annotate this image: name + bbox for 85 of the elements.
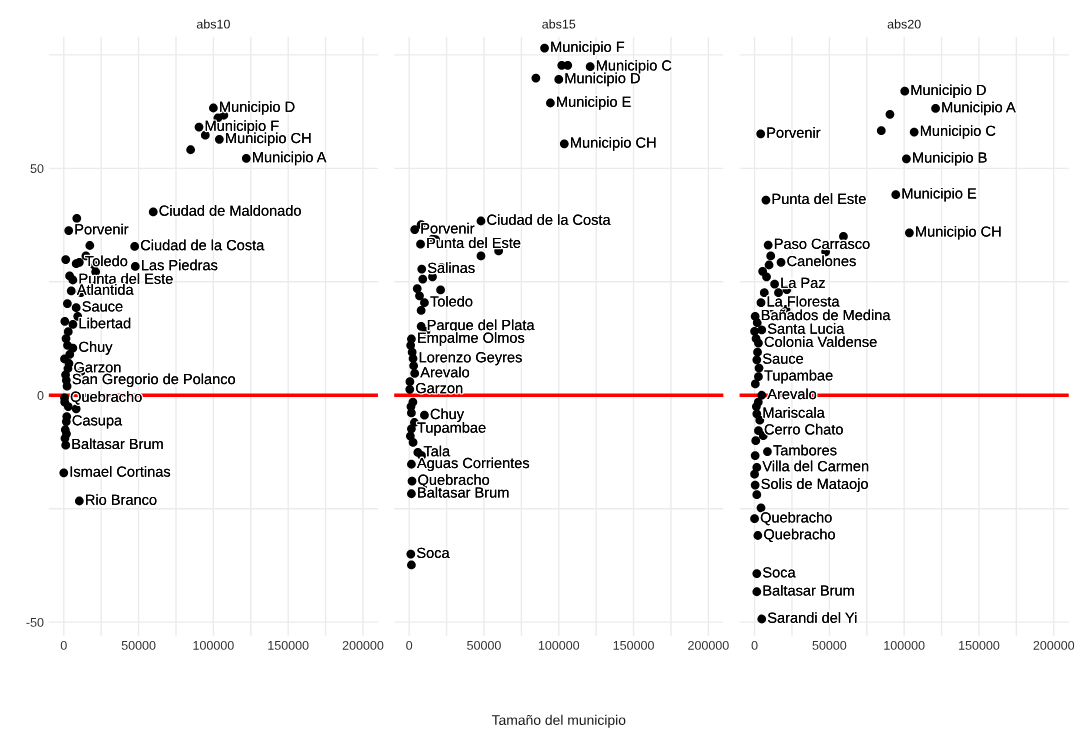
annotation: Baltasar Brum xyxy=(763,584,854,596)
annotation: Aguas Corrientes xyxy=(417,457,530,472)
annotation: Municipio C xyxy=(920,125,996,139)
chart-title: abs15 xyxy=(542,19,576,29)
annotation: Ciudad de Maldonado xyxy=(159,205,301,216)
annotation: Libertad xyxy=(79,317,131,329)
annotation: Santa Lucia xyxy=(767,323,845,334)
annotation: Sauce xyxy=(763,353,804,364)
x-axis-title: Tamaño del municipio xyxy=(491,714,626,728)
x-tick-label: 50000 xyxy=(812,640,847,650)
annotation: Municipio D xyxy=(565,72,640,87)
annotation: Toledo xyxy=(430,295,473,307)
chart-title: abs10 xyxy=(196,19,230,29)
annotation: Quebracho xyxy=(764,528,835,543)
y-tick-label: -50 xyxy=(26,617,44,627)
annotation: Municipio CH xyxy=(571,137,656,151)
x-tick-label: 150000 xyxy=(268,640,309,650)
annotation: Municipio D xyxy=(220,101,295,115)
annotation: Las Piedras xyxy=(142,259,218,271)
chart-title: abs20 xyxy=(887,19,921,29)
y-tick-label: 50 xyxy=(30,164,44,174)
annotation: Baltasar Brum xyxy=(72,438,163,450)
annotation: Tala xyxy=(423,445,451,457)
annotation: Municipio C xyxy=(596,59,672,74)
annotation: Tambores xyxy=(773,444,837,456)
x-tick-label: 0 xyxy=(406,640,413,650)
annotation: Casupa xyxy=(72,415,123,429)
annotation: Solis de Mataojo xyxy=(761,478,868,492)
x-tick-label: 150000 xyxy=(959,640,1000,650)
annotation: Garzon xyxy=(416,382,463,394)
annotation: Porvenir xyxy=(421,222,475,234)
annotation: Municipio A xyxy=(942,101,1016,116)
annotation: Municipio D xyxy=(911,84,986,98)
annotation: Punta del Este xyxy=(772,193,866,205)
annotation: Municipio CH xyxy=(226,132,311,147)
x-tick-label: 100000 xyxy=(884,640,925,650)
annotation: Garzon xyxy=(74,362,121,373)
annotation: Colonia Valdense xyxy=(764,336,877,347)
annotation: Soca xyxy=(417,547,450,558)
annotation: Municipio A xyxy=(253,151,327,166)
x-tick-label: 100000 xyxy=(538,640,580,650)
annotation: Quebracho xyxy=(418,474,490,488)
x-tick-label: 0 xyxy=(60,640,67,650)
y-tick-label: 0 xyxy=(37,391,44,400)
annotation: Porvenir xyxy=(75,223,129,235)
annotation: Tupambae xyxy=(417,422,486,436)
annotation: Ismael Cortinas xyxy=(70,466,171,477)
annotation: Empalme Olmos xyxy=(418,332,525,346)
annotation: Municipio CH xyxy=(916,226,1001,240)
annotation: Lorenzo Geyres xyxy=(419,352,522,366)
annotation: Ciudad de la Costa xyxy=(487,214,611,225)
annotation: Municipio E xyxy=(557,96,631,110)
annotation: Mariscala xyxy=(763,407,825,418)
x-tick-label: 100000 xyxy=(193,640,234,650)
annotation: Atlantida xyxy=(76,284,134,295)
x-tick-label: 200000 xyxy=(342,640,384,650)
annotation: Villa del Carmen xyxy=(762,460,869,472)
annotation: Sauce xyxy=(82,301,123,312)
annotation: Cerro Chato xyxy=(764,423,843,435)
annotation: Sarandi del Yi xyxy=(767,612,857,623)
annotation: Punta del Este xyxy=(79,273,173,284)
annotation: Tupambae xyxy=(764,369,833,384)
x-tick-label: 50000 xyxy=(121,640,156,650)
annotation: Municipio B xyxy=(913,152,987,166)
annotation: Municipio F xyxy=(551,41,625,55)
annotation: Soca xyxy=(763,567,796,578)
annotation: Quebracho xyxy=(760,511,832,526)
annotation: Porvenir xyxy=(767,127,821,138)
annotation: La Floresta xyxy=(767,295,840,307)
x-tick-label: 0 xyxy=(751,640,758,650)
annotation: Rio Branco xyxy=(86,494,157,505)
annotation: Canelones xyxy=(787,255,856,267)
x-tick-label: 50000 xyxy=(467,640,501,650)
x-tick-label: 150000 xyxy=(613,640,654,650)
annotation: Chuy xyxy=(430,408,465,423)
annotation: San Gregorio de Polanco xyxy=(72,373,236,388)
annotation: Baltasar Brum xyxy=(418,486,509,498)
annotation: Municipio E xyxy=(902,187,977,202)
annotation: Chuy xyxy=(79,341,113,355)
annotation: Paso Carrasco xyxy=(774,238,870,249)
annotation: Arevalo xyxy=(420,366,470,378)
annotation: Ciudad de la Costa xyxy=(140,239,265,251)
x-tick-label: 200000 xyxy=(688,640,729,650)
x-tick-label: 200000 xyxy=(1033,640,1075,650)
annotation: La Paz xyxy=(781,277,825,288)
